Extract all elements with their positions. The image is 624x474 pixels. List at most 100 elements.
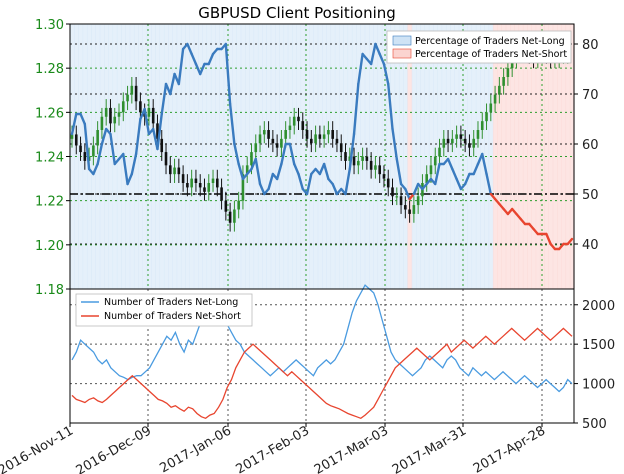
chart-title: GBPUSD Client Positioning (198, 4, 396, 22)
price-candle-body (365, 156, 369, 161)
price-and-percentage-panel: 1.181.201.221.241.261.281.30 4050607080 … (35, 18, 599, 298)
price-tick-label: 1.26 (35, 106, 64, 121)
price-candle-body (476, 130, 480, 139)
price-candle-body (130, 85, 134, 95)
count-tick-label: 500 (582, 417, 607, 432)
net-long-percentage-segment (566, 237, 574, 246)
net-short-fill-band (535, 24, 541, 289)
net-long-fill-band (475, 24, 481, 289)
price-candle-body (357, 160, 360, 166)
price-candle-body (395, 196, 399, 198)
net-short-fill-band (501, 24, 507, 289)
price-candle-body (305, 130, 309, 139)
net-long-percentage-segment (224, 42, 232, 106)
price-candle-body (391, 187, 394, 197)
price-candle-body (215, 178, 219, 188)
net-long-fill-band (292, 24, 297, 289)
price-candle-body (463, 138, 467, 144)
net-long-percentage-segment (322, 162, 330, 181)
price-tick-label: 1.20 (35, 239, 64, 254)
net-long-percentage-segment (207, 52, 215, 66)
price-candle-body (100, 116, 104, 130)
price-candle-body (164, 152, 168, 166)
price-candle-body (485, 112, 488, 122)
net-short-fill-band (527, 24, 532, 289)
net-long-percentage-segment (100, 127, 108, 146)
price-candle-body (207, 183, 211, 192)
net-long-fill-band (300, 24, 306, 289)
count-tick-label: 1000 (582, 378, 615, 393)
net-long-fill-band (112, 24, 118, 289)
net-long-fill-band (411, 24, 417, 289)
net-short-fill-band (561, 24, 567, 289)
price-candle-body (271, 138, 275, 144)
price-candle-body (263, 130, 266, 135)
price-candle-body (498, 85, 501, 95)
date-tick-label: 2017-Mar-31 (390, 423, 469, 474)
net-long-percentage-segment (348, 132, 356, 171)
price-candle-body (70, 134, 74, 139)
net-short-legend-swatch (392, 48, 412, 59)
net-long-percentage-segment (369, 42, 377, 66)
net-long-fill-band (125, 24, 131, 289)
net-long-fill-band (390, 24, 396, 289)
price-candle-body (318, 134, 322, 139)
price-candle-body (386, 178, 390, 188)
price-candle-body (151, 107, 155, 124)
trader-count-panel: 500 1000 1500 2000 Number of Traders Net-Lo… (69, 284, 615, 432)
price-candle-body (493, 94, 497, 104)
net-long-fill-band (322, 24, 327, 289)
net-long-fill-band (151, 24, 156, 289)
price-candle-body (425, 174, 429, 183)
date-tick-label: 2016-Nov-11 (0, 423, 76, 474)
price-candle-body (510, 59, 514, 69)
trader-count-axis-ticks: 500 1000 1500 2000 (574, 299, 615, 432)
price-candle-body (233, 209, 236, 223)
price-candle-body (237, 200, 240, 210)
net-long-fill-band (262, 24, 267, 289)
price-candle-body (314, 134, 317, 144)
net-short-fill-band (407, 24, 413, 289)
price-candle-body (220, 187, 223, 201)
net-long-fill-band (185, 24, 191, 289)
price-candle-body (181, 174, 185, 183)
price-candle-body (79, 145, 82, 153)
net-long-percentage-segment (237, 162, 245, 181)
net-long-fill-band (155, 24, 161, 289)
count-tick-label: 1500 (582, 338, 615, 353)
net-long-percentage-segment (177, 47, 185, 86)
price-candle-body (83, 152, 87, 161)
bottom-legend: Number of Traders Net-Long Number of Tra… (75, 293, 253, 327)
net-long-percentage-segment (331, 182, 339, 196)
price-candle-body (104, 107, 108, 117)
net-long-percentage-segment (156, 112, 163, 151)
percentage-tick-label: 70 (582, 88, 599, 103)
date-tick-label: 2017-Mar-03 (312, 423, 391, 474)
net-long-percentage-segment (481, 152, 488, 176)
net-long-percentage-segment (160, 82, 168, 116)
net-long-fill-band (129, 24, 135, 289)
net-long-percentage-segment (387, 82, 394, 131)
net-long-percentage-segment (258, 182, 266, 196)
price-candle-body (327, 130, 330, 135)
net-short-fill-band (531, 24, 537, 289)
price-candle-body (194, 178, 198, 183)
net-long-percentage-segment (293, 162, 300, 176)
net-long-percentage-segment (378, 52, 386, 66)
price-candle-body (258, 134, 262, 144)
price-candle-body (322, 134, 326, 139)
net-long-fill-band (450, 24, 455, 289)
price-candle-body (459, 134, 463, 139)
price-candle-body (455, 134, 458, 139)
price-candle-body (139, 101, 142, 113)
net-long-percentage-segment (280, 142, 287, 166)
price-candle-body (369, 160, 373, 170)
price-candle-body (352, 156, 356, 166)
price-candle-body (267, 130, 270, 139)
net-long-percentage-segment (382, 62, 390, 86)
price-candle-body (339, 143, 343, 153)
net-long-percentage-segment (391, 127, 398, 161)
net-long-percentage-segment (404, 187, 411, 201)
price-candle-body (310, 138, 313, 144)
